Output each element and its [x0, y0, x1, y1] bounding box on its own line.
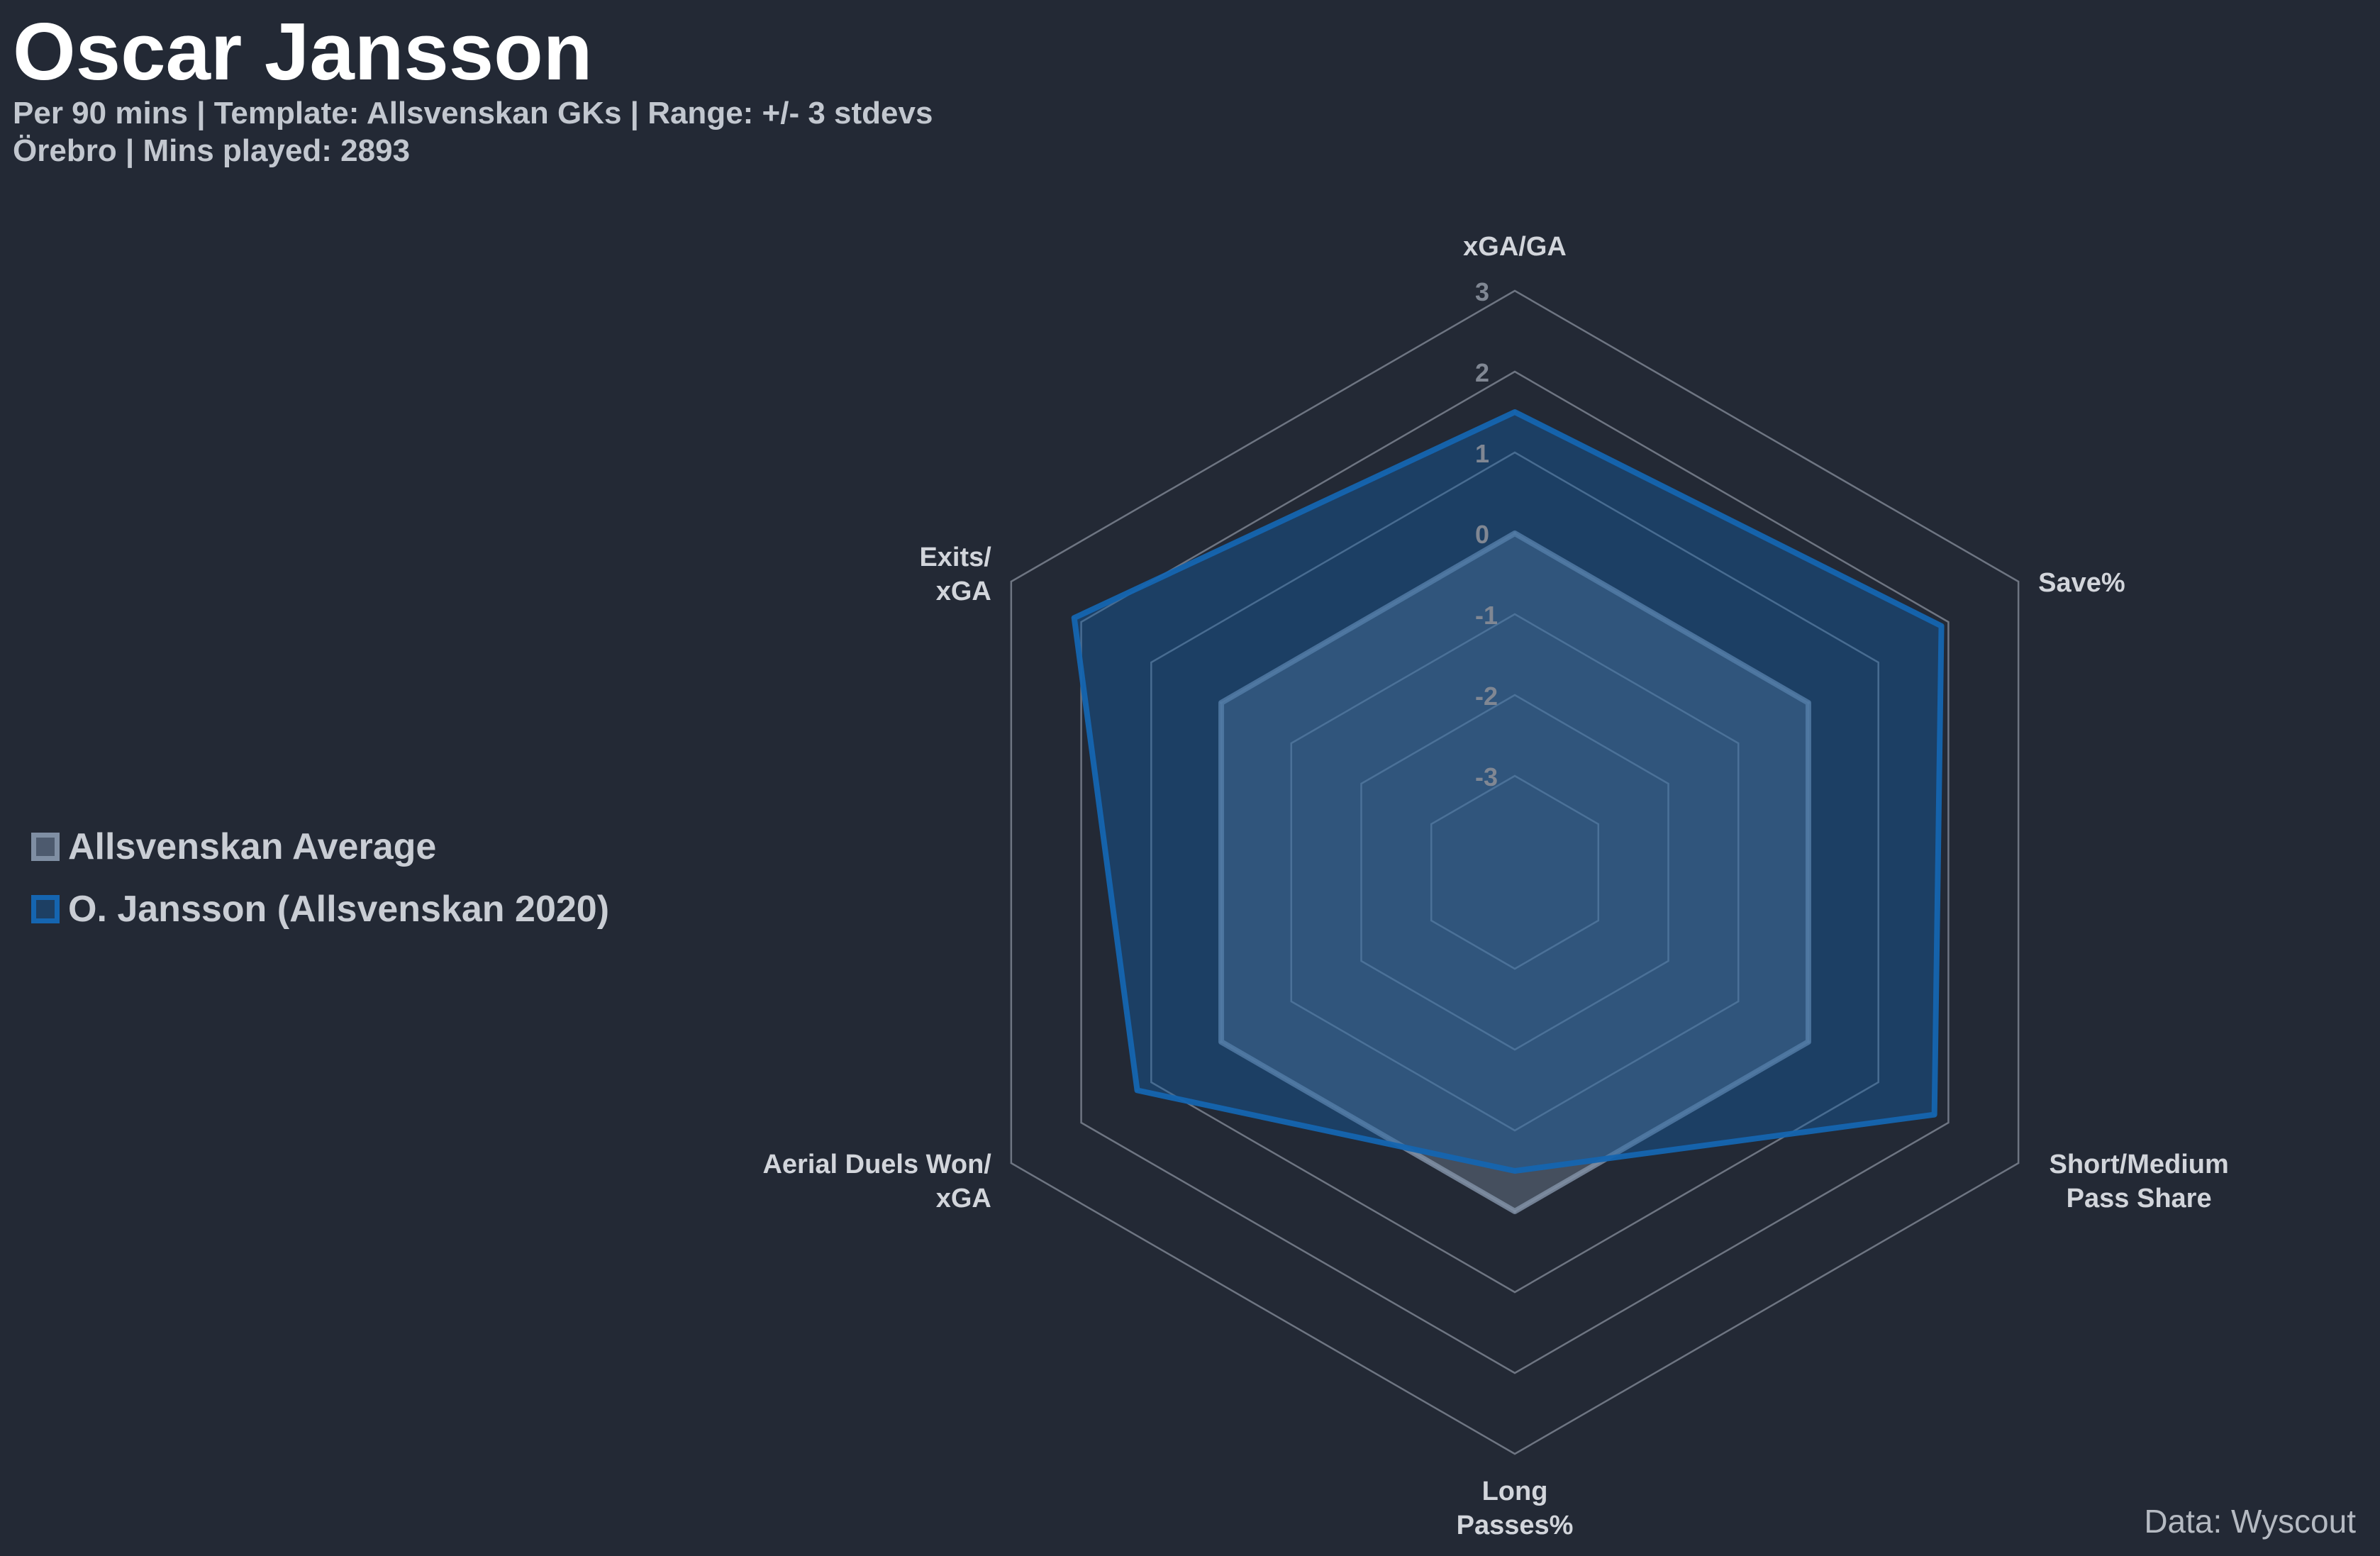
data-point-player-4: [1135, 1089, 1139, 1092]
axis-label-3: Long: [1482, 1477, 1548, 1506]
legend-item-average: Allsvenskan Average: [31, 816, 609, 878]
data-point-average-1: [1806, 701, 1810, 704]
legend-swatch-player: [31, 895, 60, 923]
axis-label-4: Aerial Duels Won/: [762, 1150, 991, 1179]
axis-label-2: Pass Share: [2067, 1184, 2212, 1213]
grid-ring: [1150, 451, 1879, 1294]
legend-item-player: O. Jansson (Allsvenskan 2020): [31, 878, 609, 940]
data-point-player-2: [1933, 1113, 1936, 1116]
chart-title: Oscar Jansson: [13, 7, 593, 97]
ring-tick-label: 2: [1475, 358, 1489, 387]
legend: Allsvenskan Average O. Jansson (Allsvens…: [31, 816, 609, 940]
grid-ring: [1080, 370, 1950, 1374]
data-point-average-4: [1220, 1040, 1223, 1043]
axis-label-2: Short/Medium: [2049, 1150, 2228, 1179]
data-point-average-3: [1513, 1210, 1516, 1213]
chart-subtitle-template: Per 90 mins | Template: Allsvenskan GKs …: [13, 96, 933, 130]
chart-subtitle-team: Örebro | Mins played: 2893: [13, 133, 411, 168]
grid-ring: [1290, 613, 1740, 1132]
data-point-average-5: [1220, 701, 1223, 704]
ring-tick-label: 0: [1475, 520, 1489, 549]
grid-ring: [1360, 694, 1669, 1051]
data-point-player-1: [1940, 624, 1943, 628]
axis-label-5: xGA: [936, 577, 991, 606]
grid-ring: [1430, 774, 1600, 970]
data-point-player-5: [1072, 616, 1076, 620]
legend-swatch-average: [31, 833, 60, 861]
legend-label-average: Allsvenskan Average: [68, 826, 437, 867]
data-point-player-0: [1513, 411, 1516, 413]
ring-tick-label: -3: [1475, 762, 1498, 791]
data-point-average-2: [1806, 1040, 1810, 1043]
ring-tick-label: -2: [1475, 682, 1498, 711]
axis-label-3: Passes%: [1457, 1511, 1574, 1540]
legend-label-player: O. Jansson (Allsvenskan 2020): [68, 889, 610, 930]
ring-tick-label: 1: [1475, 439, 1489, 468]
data-source-credit: Data: Wyscout: [2144, 1503, 2356, 1540]
axis-label-1: Save%: [2038, 568, 2125, 598]
series-polygon-player: [1071, 409, 1945, 1174]
axis-label-0: xGA/GA: [1463, 232, 1567, 262]
data-point-average-0: [1513, 532, 1516, 535]
data-point-player-3: [1513, 1169, 1516, 1172]
grid-ring: [1010, 289, 2020, 1455]
ring-tick-label: 3: [1475, 277, 1489, 306]
ring-tick-label: -1: [1475, 601, 1498, 630]
axis-label-4: xGA: [936, 1184, 991, 1213]
axis-label-5: Exits/: [919, 543, 991, 572]
